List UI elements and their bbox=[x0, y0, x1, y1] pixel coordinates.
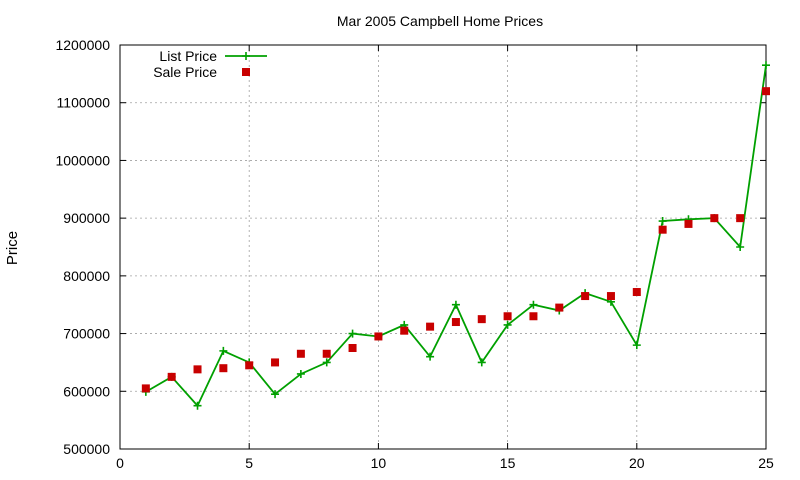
plot-frame bbox=[119, 44, 767, 450]
list-price-point bbox=[658, 217, 667, 226]
sale-price-point bbox=[581, 292, 590, 301]
x-tick-label: 20 bbox=[629, 455, 645, 471]
y-axis-label: Price bbox=[4, 231, 21, 265]
sale-price-point bbox=[167, 372, 176, 381]
sale-price-point bbox=[426, 322, 435, 331]
sale-price-point bbox=[322, 349, 331, 358]
y-tick-label: 1200000 bbox=[55, 37, 110, 53]
list-price-point bbox=[193, 401, 202, 410]
list-price-point bbox=[271, 390, 280, 399]
sale-price-point bbox=[710, 214, 719, 223]
sale-price-point bbox=[451, 318, 460, 327]
sale-price-point bbox=[658, 225, 667, 234]
sale-price-point bbox=[271, 358, 280, 367]
list-price-point bbox=[348, 329, 357, 338]
sale-price-point bbox=[400, 326, 409, 335]
legend-square-marker bbox=[242, 68, 250, 76]
legend-plus-marker bbox=[242, 52, 250, 60]
sale-price-point bbox=[529, 312, 538, 321]
y-tick-label: 800000 bbox=[63, 268, 110, 284]
sale-price-point bbox=[245, 361, 254, 370]
grid-layer bbox=[120, 45, 766, 449]
y-tick-label: 700000 bbox=[63, 326, 110, 342]
list-price-point bbox=[736, 243, 745, 251]
list-price-point bbox=[296, 369, 305, 378]
sale-price-point bbox=[193, 365, 202, 374]
sale-price-point bbox=[555, 303, 564, 312]
x-tick-label: 0 bbox=[116, 455, 124, 471]
sale-price-point bbox=[736, 214, 745, 223]
list-price-point bbox=[477, 358, 486, 367]
list-price-point bbox=[322, 358, 331, 367]
x-tick-label: 5 bbox=[245, 455, 253, 471]
sale-price-point bbox=[606, 292, 615, 301]
list-price-point bbox=[762, 61, 770, 70]
list-price-point bbox=[451, 300, 460, 309]
sale-price-point bbox=[503, 312, 512, 321]
list-price-point bbox=[632, 341, 641, 350]
y-tick-label: 1000000 bbox=[55, 152, 110, 168]
list-price-point bbox=[219, 346, 228, 355]
sale-price-point bbox=[477, 315, 486, 324]
sale-price-point bbox=[762, 87, 770, 96]
sale-price-point bbox=[684, 219, 693, 228]
y-tick-label: 600000 bbox=[63, 383, 110, 399]
x-tick-label: 15 bbox=[500, 455, 516, 471]
legend-label: Sale Price bbox=[153, 64, 217, 80]
sale-price-point bbox=[296, 349, 305, 358]
sale-price-point bbox=[141, 384, 150, 393]
list-price-point bbox=[503, 320, 512, 329]
y-tick-label: 500000 bbox=[63, 441, 110, 457]
y-tick-label: 1100000 bbox=[57, 95, 111, 111]
x-tick-label: 25 bbox=[758, 455, 774, 471]
legend-label: List Price bbox=[159, 48, 217, 64]
sale-price-point bbox=[219, 364, 228, 373]
series-layer bbox=[141, 61, 770, 410]
list-price-point bbox=[529, 300, 538, 309]
sale-price-point bbox=[348, 344, 357, 352]
sale-price-point bbox=[374, 332, 383, 341]
list-price-line bbox=[145, 65, 767, 408]
chart-title: Mar 2005 Campbell Home Prices bbox=[337, 13, 543, 29]
axis-layer: 0 5 10 15 20 25 500000 600000 700000 800000 900000… bbox=[55, 37, 774, 471]
list-price-point bbox=[426, 352, 435, 361]
y-tick-label: 900000 bbox=[63, 210, 110, 226]
x-tick-label: 10 bbox=[371, 455, 387, 471]
sale-price-point bbox=[632, 288, 641, 297]
